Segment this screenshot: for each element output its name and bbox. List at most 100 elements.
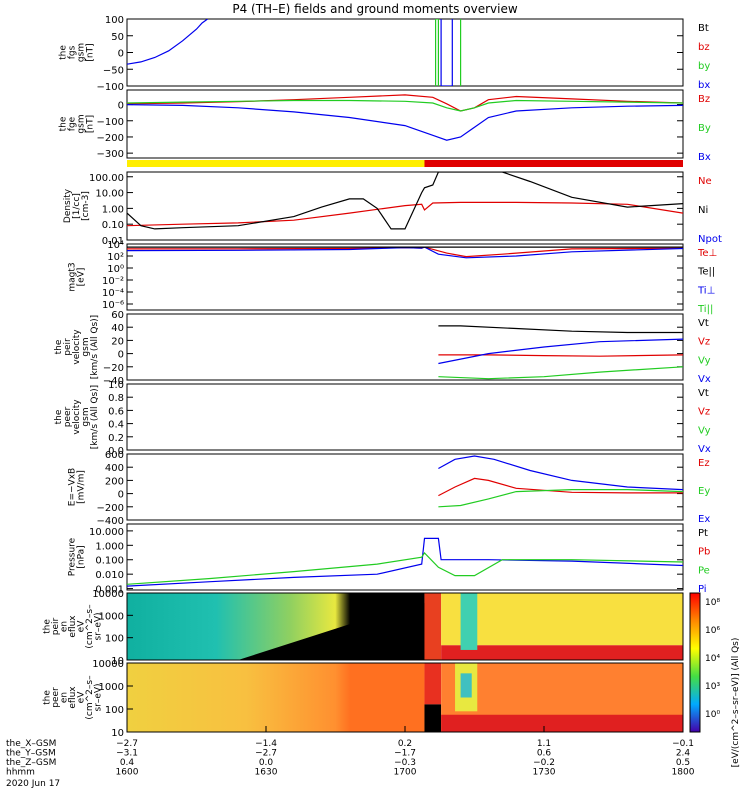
y-tick-label: 400 — [105, 463, 124, 474]
y-tick-label: 40 — [111, 323, 124, 334]
y-axis-label-line: fge — [68, 116, 78, 131]
panel-frame — [126, 453, 684, 521]
y-tick-label: −200 — [97, 503, 124, 514]
y-tick-label: −400 — [97, 516, 124, 527]
mode-bar-segment — [424, 160, 683, 167]
legend-vy: Vy — [698, 355, 711, 366]
series-ex — [438, 455, 683, 491]
series-pe — [127, 551, 683, 585]
spectrogram-gap — [424, 704, 442, 732]
y-axis-label-line: the — [59, 45, 69, 60]
panel-peer_eflux: 10000 1000 100 10 thepeerenefluxeV(cm^2–s–sr… — [43, 659, 684, 739]
legend-vy: Vy — [698, 425, 711, 436]
legend-vx: Vx — [698, 374, 711, 385]
y-tick-label: 10000 — [92, 589, 124, 600]
legend-ez: Ez — [698, 458, 710, 469]
spectrogram-low-energy — [441, 714, 683, 732]
x-row-value: 1.1 — [537, 739, 551, 749]
y-tick-label: 200 — [105, 476, 124, 487]
legend-ey: Ey — [698, 486, 710, 497]
y-axis-label-line: [nT] — [86, 43, 96, 61]
x-row-value: −0.2 — [533, 758, 555, 768]
y-tick-label: 0.6 — [108, 406, 124, 417]
spectrogram-right — [441, 593, 683, 646]
date-label: 2020 Jun 17 — [6, 779, 60, 789]
y-axis-label-line: eV — [77, 620, 87, 633]
y-axis-label-line: gsm — [81, 337, 91, 356]
legend-pt: Pt — [698, 528, 708, 539]
y-axis-label-line: velocity — [72, 329, 82, 365]
series-vy — [438, 366, 683, 380]
y-tick-label: 1.000 — [95, 541, 124, 552]
legend-pe: Pe — [698, 565, 710, 576]
y-tick-label: 100 — [105, 15, 124, 26]
y-tick-label: −50 — [103, 65, 124, 76]
y-axis-label: the peer velocity gsm [km/s (All Qs)] — [54, 385, 100, 449]
spectrogram-band — [424, 663, 442, 705]
y-tick-label: 600 — [105, 450, 124, 461]
legend-ex: Ex — [698, 514, 710, 525]
y-tick-label: 10000 — [92, 659, 124, 670]
series-vt — [438, 325, 683, 334]
y-axis-label-line: [1/cc] — [72, 193, 82, 219]
y-axis-label: Density [1/cc] [cm-3] — [63, 188, 91, 223]
y-axis-label-line: Pressure — [68, 537, 78, 576]
mode-bar-segment — [127, 160, 425, 167]
y-axis-label-line: eV — [77, 691, 87, 704]
spectrogram-core — [460, 673, 472, 698]
panel-mode — [127, 160, 683, 167]
y-tick-label: 10⁴ — [107, 240, 124, 251]
legend-te||: Te|| — [697, 267, 715, 278]
y-tick-label: 10² — [107, 252, 124, 263]
spectrogram-feature — [460, 593, 478, 650]
y-tick-label: 0.4 — [108, 420, 124, 431]
series-bx — [127, 19, 208, 65]
y-tick-label: −100 — [97, 117, 124, 128]
y-axis-label: the peir velocity gsm [km/s (All Qs)] — [54, 315, 100, 379]
colorbar-tick-label: 10⁰ — [705, 710, 720, 720]
legend-vt: Vt — [698, 318, 709, 329]
panel-frame — [126, 18, 684, 87]
y-axis-label-line: [mV/m] — [77, 470, 87, 504]
legend-vz: Vz — [698, 407, 710, 418]
panel-frame — [126, 171, 684, 241]
y-axis-label: the fge gsm [nT] — [59, 114, 96, 133]
y-axis-label-line: the — [43, 690, 53, 705]
x-row-label: hhmm — [6, 768, 35, 778]
y-tick-label: 100 — [105, 634, 124, 645]
panel-frame — [126, 243, 684, 311]
series-ni — [127, 172, 683, 230]
y-axis-label-line: the — [54, 409, 64, 424]
y-axis-label-line: peer — [51, 687, 61, 708]
y-tick-label: 0 — [118, 101, 124, 112]
y-tick-label: 1000 — [99, 682, 124, 693]
legend-by: by — [698, 61, 710, 72]
x-row-value: 0.4 — [120, 758, 135, 768]
y-axis-label-line: the — [43, 619, 53, 634]
spectrogram-gap — [127, 603, 425, 660]
y-tick-label: 20 — [111, 336, 124, 347]
y-axis-label-line: fgs — [68, 45, 78, 59]
x-row-value: −2.7 — [255, 749, 277, 759]
y-axis-label-line: [km/s (All Qs)] — [90, 385, 100, 449]
legend-bz: Bz — [698, 94, 710, 105]
y-axis-label-line: (cm^2–s– — [85, 604, 95, 649]
x-row-value: −2.7 — [116, 739, 138, 749]
legend-vt: Vt — [698, 388, 709, 399]
x-row-value: −0.3 — [394, 758, 416, 768]
legend-ti⊥: Ti⊥ — [697, 285, 715, 296]
y-tick-label: 10.000 — [89, 527, 124, 538]
series-bz — [127, 94, 683, 112]
legend-ni: Ni — [698, 205, 708, 216]
y-tick-label: 10⁰ — [107, 264, 124, 275]
colorbar-tick-label: 10⁸ — [705, 598, 720, 608]
spectrogram-low-energy — [441, 645, 683, 660]
y-tick-label: 100 — [105, 705, 124, 716]
y-tick-label: 1000 — [99, 611, 124, 622]
x-row-value: 1800 — [672, 768, 695, 778]
